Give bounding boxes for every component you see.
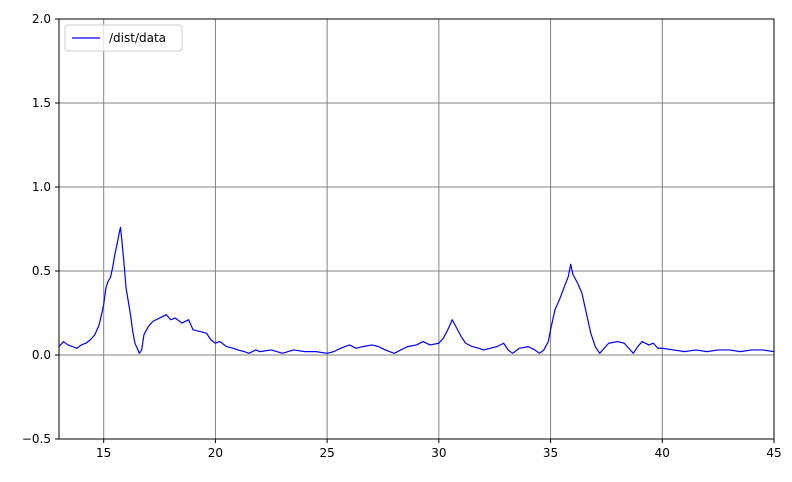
x-tick-label: 35: [543, 446, 558, 460]
series-line: [58, 226, 775, 354]
y-tick-label: −0.5: [22, 432, 51, 446]
y-tick-label: 2.0: [32, 12, 51, 26]
y-tick-label: 1.5: [32, 96, 51, 110]
y-tick-label: 0.5: [32, 264, 51, 278]
plot-frame: [58, 18, 775, 440]
x-tick-label: 20: [208, 446, 223, 460]
x-tick-label: 25: [319, 446, 334, 460]
y-tick-label: 0.0: [32, 348, 51, 362]
legend: /dist/data: [64, 24, 183, 52]
plot-background: [59, 19, 774, 439]
x-tick-label: 40: [655, 446, 670, 460]
series-layer: [58, 226, 775, 354]
x-axis: 15 20 25 30 35 40 45: [96, 439, 782, 460]
x-tick-label: 45: [766, 446, 781, 460]
y-axis: −0.5 0.0 0.5 1.0 1.5 2.0: [22, 12, 59, 446]
x-tick-label: 15: [96, 446, 111, 460]
y-tick-label: 1.0: [32, 180, 51, 194]
legend-label: /dist/data: [109, 31, 166, 45]
x-tick-label: 30: [431, 446, 446, 460]
legend-box: [64, 24, 183, 52]
